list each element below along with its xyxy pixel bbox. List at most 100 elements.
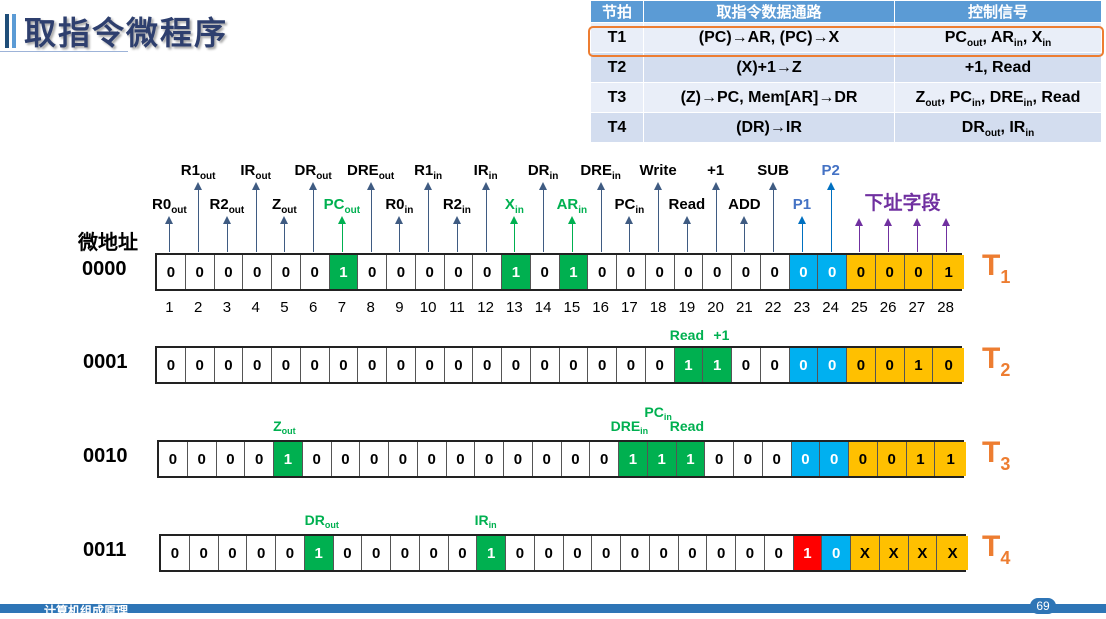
signal-main: DR [294, 162, 317, 179]
bit-cell: 1 [502, 255, 531, 289]
bit-cell: 0 [535, 536, 564, 570]
bit-number: 9 [395, 299, 404, 316]
bit-cell: 0 [791, 442, 821, 476]
bit-cell: 1 [477, 536, 506, 570]
bit-cell: 1 [619, 442, 648, 476]
signal-subscript: in [971, 97, 981, 109]
bit-cell: 0 [531, 255, 560, 289]
arrowhead-icon [280, 216, 289, 224]
arrowhead-icon [855, 218, 864, 226]
signal-main: DRE [347, 162, 379, 179]
bit-number: 2 [193, 299, 203, 316]
bit-cell: 1 [559, 255, 589, 289]
signal-main: PC [644, 404, 664, 420]
bit-number: 23 [793, 299, 811, 316]
signal-subscript: in [635, 205, 645, 216]
bit-cell: 1 [676, 442, 706, 476]
arrowhead-icon [740, 216, 749, 224]
bit-cell: 0 [506, 536, 535, 570]
signals-cell: DRout, IRin [894, 112, 1102, 143]
bit-cell: 0 [531, 348, 560, 382]
signal-subscript: out [199, 171, 216, 182]
micro-address: 0011 [83, 539, 127, 561]
header-signals: 控制信号 [894, 0, 1102, 23]
signal-main: IR [474, 512, 489, 528]
signal-label: R1in [414, 162, 442, 182]
bit-cell: 0 [188, 442, 217, 476]
bit-cell: 0 [590, 442, 619, 476]
bit-cell: 0 [820, 442, 849, 476]
signal-main: R1 [180, 162, 200, 179]
arrowhead-icon [194, 182, 203, 190]
title-underline [0, 51, 128, 52]
next-address-arrow [916, 220, 918, 252]
arrowhead-icon [711, 182, 720, 190]
signal-arrow [313, 184, 315, 252]
bit-cell: 0 [332, 442, 361, 476]
signal-subscript: out [255, 171, 271, 182]
signal-label: R0in [385, 196, 413, 216]
signal-arrow [514, 218, 516, 252]
bit-cell: 0 [592, 536, 621, 570]
signal-arrow [399, 218, 401, 252]
bit-number: 12 [477, 299, 494, 316]
signal-main: P1 [792, 196, 812, 213]
arrowhead-icon [309, 182, 318, 190]
arrowhead-icon [452, 216, 461, 224]
bit-number: 18 [649, 299, 667, 316]
bit-cell: 0 [445, 255, 474, 289]
signal-label: PCin [615, 196, 645, 216]
signal-main: X [1031, 28, 1043, 46]
bit-cell: 1 [935, 442, 966, 476]
signals-cell: +1, Read [894, 52, 1102, 83]
micro-address: 0001 [83, 351, 128, 373]
bit-cell: 0 [330, 348, 359, 382]
beat-label: T1 [982, 249, 1010, 287]
signal-main: AR [990, 28, 1014, 46]
signal-main: Z [272, 196, 282, 213]
signal-main: Read [669, 418, 704, 434]
signal-main: Z [915, 88, 926, 106]
bit-cell: 0 [763, 442, 792, 476]
signal-arrow [686, 218, 688, 252]
signal-label: ADD [728, 196, 761, 213]
bit-cell: 0 [789, 255, 819, 289]
signal-arrow [658, 184, 660, 252]
bit-cell: 0 [217, 442, 246, 476]
bit-cell: 0 [675, 255, 704, 289]
bit-number: 22 [764, 299, 782, 316]
bit-number: 1 [165, 299, 174, 316]
signal-main: Read [668, 196, 706, 213]
bit-number: 19 [678, 299, 696, 316]
signal-subscript: in [640, 426, 649, 436]
bit-cell: 0 [301, 255, 330, 289]
bit-cell: 0 [475, 442, 504, 476]
beat-label: T3 [982, 436, 1010, 474]
signal-arrow [830, 184, 832, 252]
bit-number: 14 [534, 299, 552, 316]
signal-main: R0 [152, 196, 172, 213]
bit-cell: 1 [304, 536, 334, 570]
signal-arrow [485, 184, 487, 252]
signal-main: AR [556, 196, 579, 213]
signal-arrow [773, 184, 775, 252]
signal-subscript: out [281, 205, 297, 216]
header-datapath: 取指令数据通路 [643, 0, 895, 23]
beat-cell: T3 [590, 82, 644, 113]
arrowhead-icon [567, 216, 576, 224]
arrowhead-icon [251, 182, 260, 190]
bit-cell: 0 [761, 255, 790, 289]
bit-cell: 0 [243, 348, 272, 382]
bit-cell: 0 [449, 536, 478, 570]
bit-cell: 0 [617, 255, 646, 289]
arrowhead-icon [481, 182, 490, 190]
signal-main: Z [273, 418, 282, 434]
signal-subscript: out [966, 37, 983, 49]
signal-subscript: in [488, 171, 498, 182]
signal-subscript: in [663, 412, 672, 422]
control-signal-table: 节拍 取指令数据通路 控制信号 T1 (PC)→AR, (PC)→X PCout… [590, 0, 1102, 143]
bit-cell: 0 [562, 442, 591, 476]
signal-arrow [370, 184, 372, 252]
signal-arrow [226, 218, 228, 252]
